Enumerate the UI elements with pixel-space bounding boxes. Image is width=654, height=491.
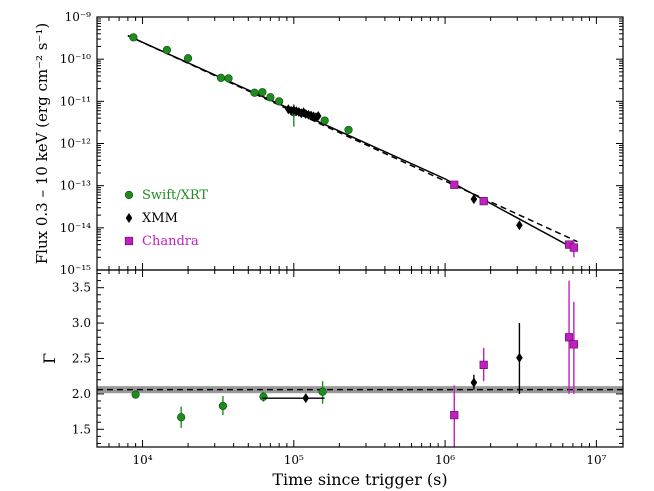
gamma-point-chandra: [450, 411, 459, 420]
x-axis-label: Time since trigger (s): [272, 470, 447, 489]
flux-point-swiftxrt: [216, 73, 226, 82]
gamma-x-tick-label: 10⁶: [435, 453, 455, 467]
flux-plot-area: [127, 33, 578, 258]
gamma-point-swiftxrt: [318, 387, 327, 396]
flux-point-chandra: [569, 243, 578, 252]
flux-y-tick-label: 10⁻¹⁵: [60, 263, 91, 277]
legend-marker-circle: [124, 190, 134, 200]
gamma-point-xmm: [302, 393, 310, 404]
gamma-point-xmm: [470, 377, 478, 388]
gamma-y-tick-label: 2.0: [72, 387, 91, 401]
photon-index-panel: 1.5 2.0 2.5 3.0 3.5 10⁴ 10⁵ 10⁶ 10⁷: [72, 269, 624, 467]
legend-label: Chandra: [142, 234, 199, 249]
legend-label: Swift/XRT: [142, 188, 208, 203]
gamma-y-axis-label: Γ: [40, 353, 59, 364]
flux-y-tick-label: 10⁻⁹: [65, 10, 92, 24]
flux-point-swiftxrt: [266, 93, 275, 102]
gamma-x-tick-label: 10⁷: [586, 453, 606, 467]
flux-point-chandra: [479, 197, 488, 206]
legend-label: XMM: [142, 211, 178, 226]
gamma-y-tick-label: 3.0: [72, 316, 91, 330]
flux-point-swiftxrt: [258, 88, 267, 97]
gamma-y-tick-label: 1.5: [72, 422, 91, 436]
gamma-point-swiftxrt: [177, 413, 186, 422]
model-line-solid: [127, 35, 578, 252]
flux-y-axis-label: Flux 0.3 – 10 keV (erg cm⁻² s⁻¹): [33, 23, 51, 264]
flux-point-xmm: [470, 194, 478, 205]
model-line-dashed: [127, 35, 578, 243]
flux-y-tick-label: 10⁻¹⁰: [60, 52, 91, 66]
flux-point-swiftxrt: [250, 88, 259, 97]
flux-point-swiftxrt: [129, 33, 138, 42]
flux-point-chandra: [450, 180, 459, 189]
gamma-x-tick-label: 10⁵: [284, 453, 304, 467]
gamma-panel-frame: [96, 269, 624, 448]
legend-marker-diamond: [125, 213, 133, 223]
flux-point-swiftxrt: [275, 97, 284, 106]
gamma-plot-area: [97, 280, 623, 447]
flux-point-xmm: [314, 110, 322, 121]
gamma-point-chandra: [569, 340, 578, 349]
flux-point-swiftxrt: [183, 54, 193, 63]
flux-y-tick-label: 10⁻¹²: [60, 137, 91, 151]
gamma-point-swiftxrt: [259, 392, 268, 401]
flux-point-swiftxrt: [224, 74, 233, 83]
axis-labels: Time since trigger (s) Flux 0.3 – 10 keV …: [33, 23, 448, 489]
flux-point-swiftxrt: [320, 116, 329, 125]
gamma-x-tick-label: 10⁴: [132, 453, 152, 467]
gamma-point-chandra: [479, 360, 488, 369]
gamma-y-tick-label: 3.5: [72, 281, 91, 295]
flux-point-swiftxrt: [162, 45, 172, 55]
flux-y-tick-label: 10⁻¹³: [60, 179, 91, 193]
gamma-point-swiftxrt: [218, 401, 228, 411]
flux-y-tick-label: 10⁻¹¹: [60, 94, 91, 108]
legend-marker-square: [124, 236, 134, 246]
flux-point-xmm: [516, 220, 523, 231]
gamma-point-swiftxrt: [131, 390, 140, 399]
gamma-y-tick-label: 2.5: [72, 352, 91, 366]
gamma-point-chandra: [564, 333, 574, 342]
flux-panel: 10⁻¹⁵ 10⁻¹⁴ 10⁻¹³ 10⁻¹² 10⁻¹¹ 10⁻¹⁰ 10⁻⁹ Swift/…: [60, 10, 624, 277]
gamma-point-xmm: [516, 352, 523, 363]
flux-point-swiftxrt: [344, 125, 353, 135]
flux-y-tick-label: 10⁻¹⁴: [60, 221, 91, 235]
